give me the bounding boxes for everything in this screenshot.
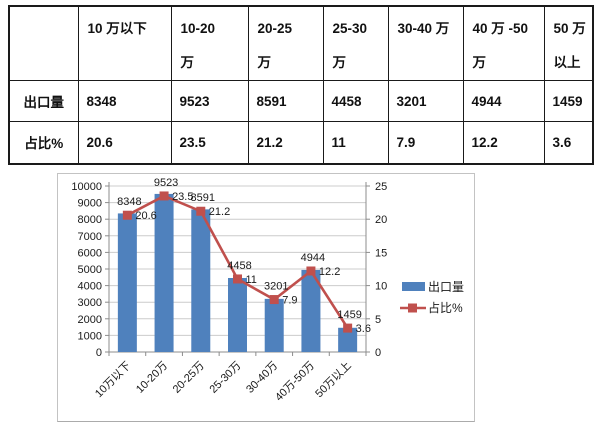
pct-value-labels: 20.6 23.5 21.2 11 7.9 12.2 3.6 [135, 191, 371, 335]
header-cell-30-40: 30-40 万 [387, 5, 464, 81]
bar-10万以下 [117, 213, 137, 352]
share-cell: 7.9 [387, 121, 464, 164]
right-axis-labels: 0 5 10 15 20 25 [375, 181, 387, 359]
bar-50万以上 [338, 327, 358, 352]
export-cell: 8348 [77, 80, 172, 122]
svg-text:3201: 3201 [264, 281, 288, 293]
svg-text:7000: 7000 [78, 231, 102, 243]
export-cell: 4944 [462, 80, 545, 122]
table-row-share: 占比% 20.6 23.5 21.2 11 7.9 12.2 3.6 [8, 121, 594, 164]
x-axis-labels: 10万以下 10-20万 20-25万 25-30万 30-40万40万-50万50万以… [93, 359, 354, 404]
svg-text:6000: 6000 [78, 247, 102, 259]
svg-text:15: 15 [375, 247, 387, 259]
svg-text:25-30万: 25-30万 [207, 360, 243, 396]
svg-text:8591: 8591 [191, 192, 215, 204]
chart-canvas: 0100020003000400050006000700080009000100… [71, 177, 464, 404]
svg-text:2000: 2000 [78, 314, 102, 326]
share-cell: 12.2 [462, 121, 545, 164]
legend-item-share: 占比% [400, 300, 463, 315]
legend-bar-swatch [402, 282, 425, 291]
svg-text:占比%: 占比% [428, 300, 463, 315]
line-series-share [122, 191, 353, 333]
bar-10-20万 [154, 193, 174, 352]
svg-text:11: 11 [246, 274, 257, 286]
export-cell: 1459 [543, 80, 594, 122]
combo-chart: 0 1000 2000 3000 4000 5000 6000 7000 8000 9000 100… [57, 173, 475, 422]
share-cell: 20.6 [77, 121, 172, 164]
svg-text:23.5: 23.5 [172, 191, 193, 203]
svg-text:8000: 8000 [78, 214, 102, 226]
marker-25-30万 [233, 274, 242, 284]
svg-text:5: 5 [375, 314, 381, 326]
svg-text:30-40万: 30-40万 [244, 360, 280, 396]
export-cell: 4458 [322, 80, 389, 122]
svg-text:10-20万: 10-20万 [134, 360, 170, 396]
marker-10万以下 [122, 210, 132, 220]
svg-text:4944: 4944 [301, 252, 325, 264]
export-cell: 9523 [170, 80, 249, 122]
svg-text:4000: 4000 [78, 281, 102, 293]
svg-text:20-25万: 20-25万 [171, 360, 207, 396]
svg-text:出口量: 出口量 [428, 280, 464, 294]
row-label-exports: 出口量 [8, 80, 79, 122]
svg-text:1000: 1000 [78, 330, 102, 342]
header-cell-25-30: 25-30 万 [322, 5, 389, 81]
svg-text:7.9: 7.9 [282, 295, 297, 307]
marker-30-40万 [269, 295, 279, 305]
share-cell: 21.2 [247, 121, 324, 164]
marker-40万-50万 [306, 266, 316, 276]
chart-gridlines [109, 185, 366, 336]
header-cell-over50: 50 万 以上 [543, 5, 594, 81]
svg-text:1459: 1459 [337, 309, 361, 321]
svg-text:0: 0 [375, 347, 381, 359]
svg-text:3000: 3000 [78, 297, 102, 309]
export-cell: 8591 [247, 80, 324, 122]
bar-value-labels: 8348 9523 8591 4458 3201 4944 1459 [117, 177, 362, 321]
legend-marker-swatch [408, 303, 417, 313]
svg-text:0: 0 [96, 347, 102, 359]
header-cell-blank [8, 5, 79, 81]
bar-40万-50万 [301, 269, 321, 352]
svg-text:10: 10 [375, 281, 387, 293]
svg-text:5000: 5000 [78, 264, 102, 276]
marker-20-25万 [196, 206, 206, 216]
table-row-exports: 出口量 8348 9523 8591 4458 3201 4944 1459 [8, 80, 594, 122]
header-cell-20-25: 20-25 万 [247, 5, 324, 81]
svg-text:21.2: 21.2 [209, 206, 230, 218]
header-cell-under10: 10 万以下 [77, 5, 172, 81]
svg-text:12.2: 12.2 [319, 266, 340, 278]
bar-series-exports [117, 193, 358, 352]
marker-50万以上 [343, 323, 353, 333]
svg-text:9000: 9000 [78, 198, 102, 210]
row-label-share: 占比% [8, 121, 79, 164]
header-cell-10-20: 10-20 万 [170, 5, 249, 81]
export-cell: 3201 [387, 80, 464, 122]
svg-text:50万以上: 50万以上 [313, 359, 354, 400]
svg-text:20: 20 [375, 214, 387, 226]
table-header-row: 10 万以下 10-20 万 20-25 万 25-30 万 30-40 万 4… [8, 5, 594, 81]
bar-20-25万 [191, 209, 211, 352]
legend-item-exports: 出口量 [402, 280, 464, 294]
bar-30-40万 [264, 298, 284, 352]
svg-text:9523: 9523 [154, 177, 178, 189]
svg-text:20.6: 20.6 [135, 210, 156, 222]
data-table: 10 万以下 10-20 万 20-25 万 25-30 万 30-40 万 4… [8, 5, 594, 165]
header-cell-40-50: 40 万 -50 万 [462, 5, 545, 81]
bar-25-30万 [228, 277, 247, 352]
share-cell: 3.6 [543, 121, 594, 164]
svg-text:3.6: 3.6 [356, 323, 371, 335]
share-cell: 11 [322, 121, 389, 164]
svg-text:8348: 8348 [117, 196, 141, 208]
svg-text:10000: 10000 [71, 181, 102, 193]
marker-10-20万 [159, 191, 169, 201]
svg-text:40万-50万: 40万-50万 [273, 360, 317, 404]
share-cell: 23.5 [170, 121, 249, 164]
svg-text:4458: 4458 [227, 260, 251, 272]
left-axis-labels: 0 1000 2000 3000 4000 5000 6000 7000 8000 9000 100… [71, 181, 102, 359]
svg-text:25: 25 [375, 181, 387, 193]
svg-text:10万以下: 10万以下 [93, 360, 133, 400]
